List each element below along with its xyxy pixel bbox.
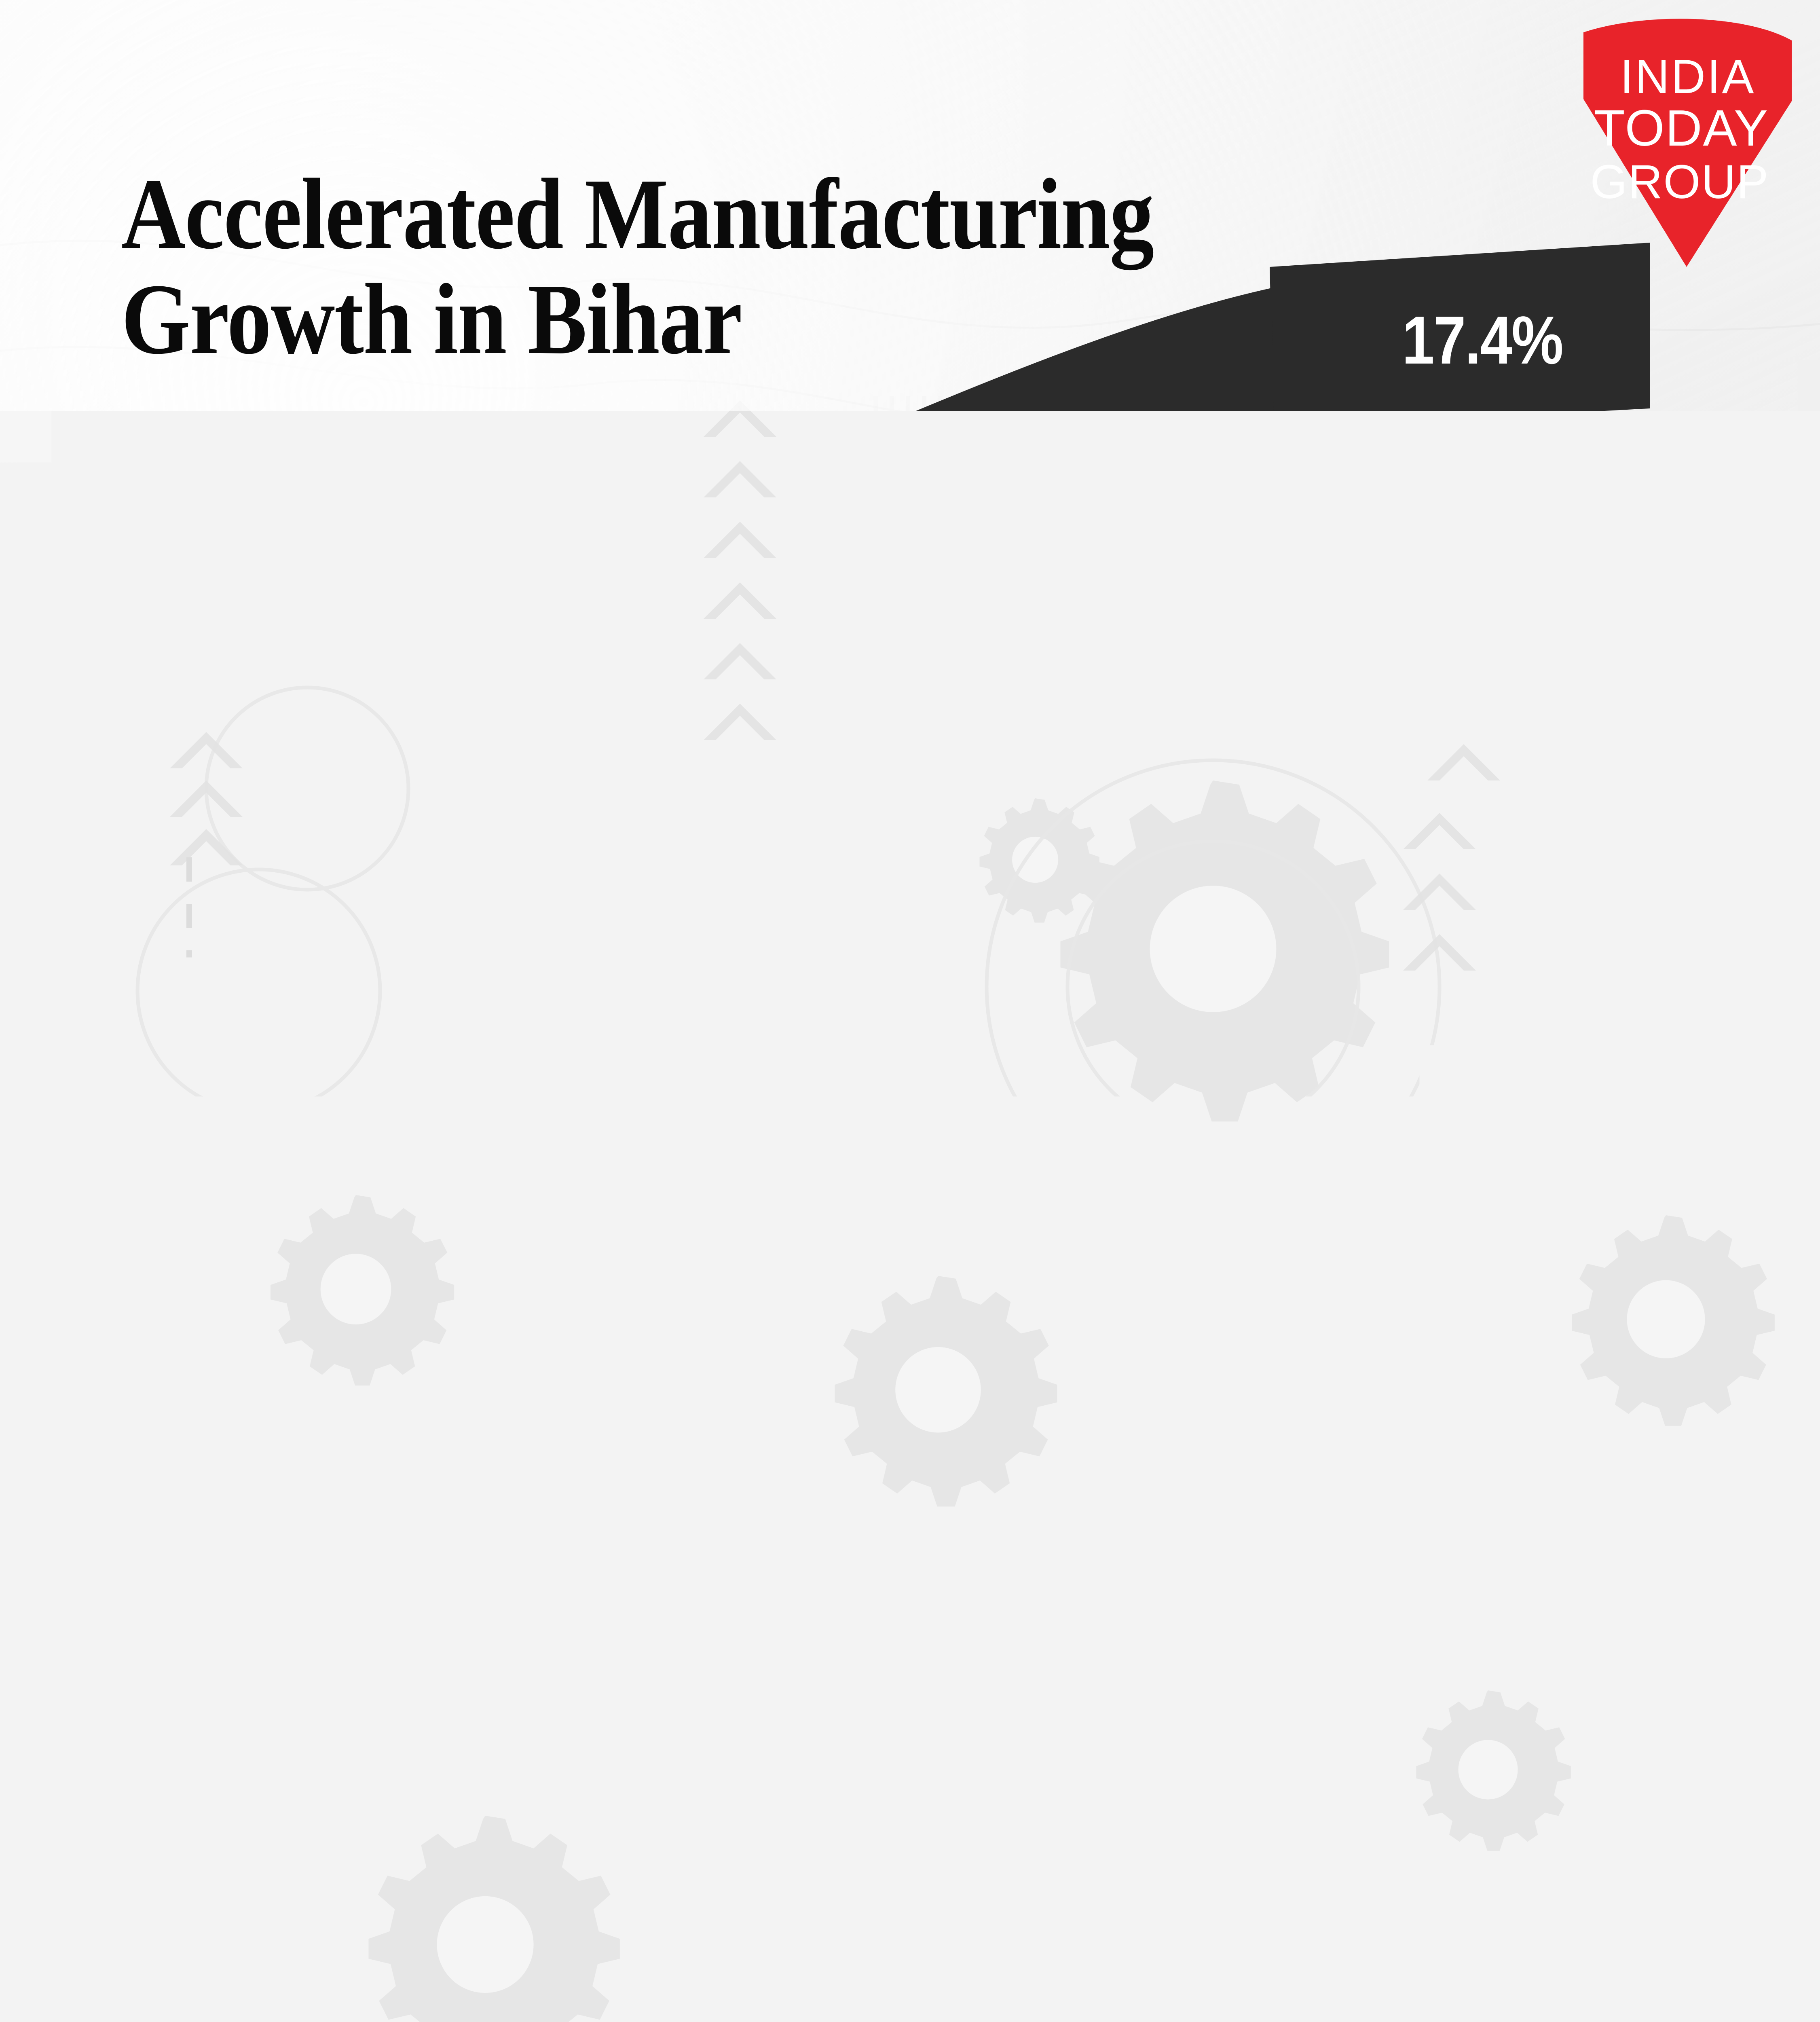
kicker-line-2: Growth rates bbox=[1144, 678, 1654, 738]
category-label-agriculture: Agriculture bbox=[1298, 1787, 1547, 1857]
legend-dot-bihar bbox=[1241, 878, 1270, 915]
kicker-line-3: (2013-14 to 2022-23) bbox=[1144, 738, 1654, 797]
infographic-canvas: INDIA TODAY GROUP DiU DATA INTELLIGENCE … bbox=[0, 0, 1820, 2022]
factory-illustration bbox=[166, 1897, 836, 2022]
kicker-line-1: Decadal Average of bbox=[1144, 619, 1654, 678]
legend-item-india: India bbox=[1411, 869, 1558, 924]
diu-logo: DiU DATA INTELLIGENCE UNIT bbox=[1598, 1963, 1767, 2022]
logo-line-3: GROUP bbox=[1590, 155, 1769, 209]
category-label-manufacturing: Manufacturing bbox=[78, 1787, 408, 1857]
bar-india-manufacturing bbox=[283, 1108, 461, 1775]
subheading: Manufacturing grew at 17.4% against 2.6%… bbox=[121, 421, 754, 610]
legend-label-india: India bbox=[1450, 869, 1551, 924]
diu-abbr: DiU bbox=[1623, 1990, 1734, 2022]
legend-dot-india bbox=[1411, 878, 1441, 915]
value-label-india-industry: 5.2% bbox=[713, 1233, 828, 1303]
category-label-industry: Industry bbox=[464, 1787, 649, 1857]
page-title: Accelerated Manufacturing Growth in Biha… bbox=[121, 162, 1224, 372]
value-label-india-manufacturing: 5.5% bbox=[458, 1068, 573, 1138]
value-label-bihar-agriculture: 2.6% bbox=[1334, 1614, 1448, 1684]
chart-kicker: Decadal Average of Growth rates (2013-14… bbox=[1144, 619, 1654, 797]
value-label-india-services: 6.6% bbox=[1048, 1306, 1163, 1376]
category-label-gva: GVA bbox=[1076, 1787, 1182, 1857]
value-label-bihar-gva: 5.7% bbox=[1137, 1428, 1252, 1497]
category-axis: Manufacturing Industry Services GVA Agri… bbox=[0, 1787, 1820, 1868]
india-today-group-logo: INDIA TODAY GROUP bbox=[1571, 16, 1798, 275]
value-label-bihar-services: 6.4% bbox=[893, 1237, 1008, 1307]
value-label-bihar-industry: 8.6% bbox=[822, 910, 937, 980]
legend-item-bihar: Bihar bbox=[1241, 869, 1397, 924]
logo-line-2: TODAY bbox=[1594, 99, 1769, 157]
value-label-india-agriculture: 4.1% bbox=[1477, 1642, 1592, 1712]
legend-label-bihar: Bihar bbox=[1279, 869, 1390, 924]
source-note: Source: MoSPI bbox=[1060, 1982, 1569, 2022]
category-label-services: Services bbox=[762, 1787, 962, 1857]
chart-legend: Bihar India bbox=[1116, 869, 1682, 924]
value-label-india-gva: 5.7% bbox=[1253, 1496, 1368, 1566]
value-label-bihar-manufacturing: 17.4% bbox=[1402, 301, 1562, 379]
logo-line-1: INDIA bbox=[1620, 50, 1756, 104]
